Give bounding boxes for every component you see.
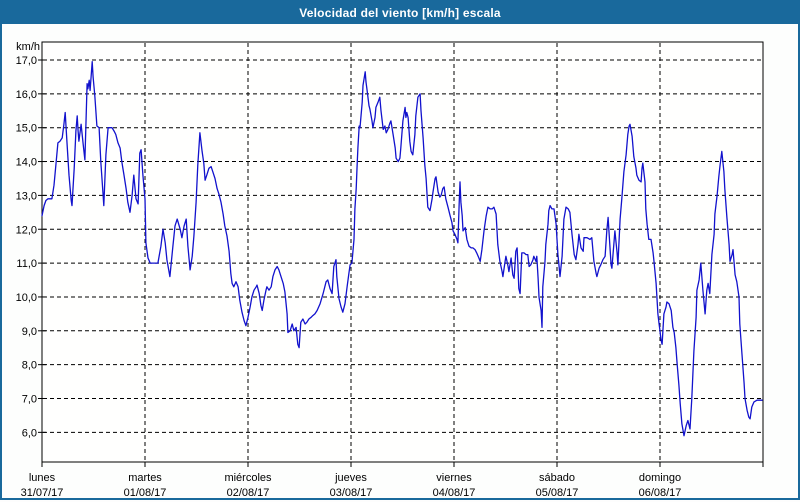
title-bar: Velocidad del viento [km/h] escala [2, 2, 798, 24]
x-day-label: viernes [436, 472, 472, 484]
x-day-label: jueves [334, 472, 367, 484]
y-tick-label: 17,0 [16, 55, 37, 67]
y-axis-unit-label: km/h [16, 41, 40, 53]
x-date-label: 01/08/17 [124, 487, 167, 499]
wind-speed-line [41, 61, 763, 437]
plot-border [41, 41, 764, 463]
x-day-label: miércoles [224, 472, 272, 484]
y-tick-label: 15,0 [16, 123, 37, 135]
y-tick-label: 16,0 [16, 89, 37, 101]
x-date-label: 04/08/17 [433, 487, 476, 499]
x-day-label: sábado [539, 472, 575, 484]
y-tick-label: 10,0 [16, 292, 37, 304]
plot-area [42, 42, 763, 462]
x-date-label: 03/08/17 [330, 487, 373, 499]
y-tick-label: 9,0 [22, 326, 37, 338]
x-date-label: 31/07/17 [21, 487, 64, 499]
x-date-label: 02/08/17 [227, 487, 270, 499]
y-tick-label: 11,0 [16, 258, 37, 270]
y-tick-label: 13,0 [16, 190, 37, 202]
y-tick-label: 7,0 [22, 394, 37, 406]
x-day-label: lunes [29, 472, 56, 484]
y-tick-label: 14,0 [16, 157, 37, 169]
y-tick-label: 12,0 [16, 224, 37, 236]
y-tick-label: 8,0 [22, 360, 37, 372]
y-tick-label: 6,0 [22, 427, 37, 439]
x-day-label: martes [128, 472, 162, 484]
x-day-label: domingo [639, 472, 681, 484]
chart-title: Velocidad del viento [km/h] escala [299, 6, 501, 20]
x-date-label: 05/08/17 [536, 487, 579, 499]
x-date-label: 06/08/17 [639, 487, 682, 499]
